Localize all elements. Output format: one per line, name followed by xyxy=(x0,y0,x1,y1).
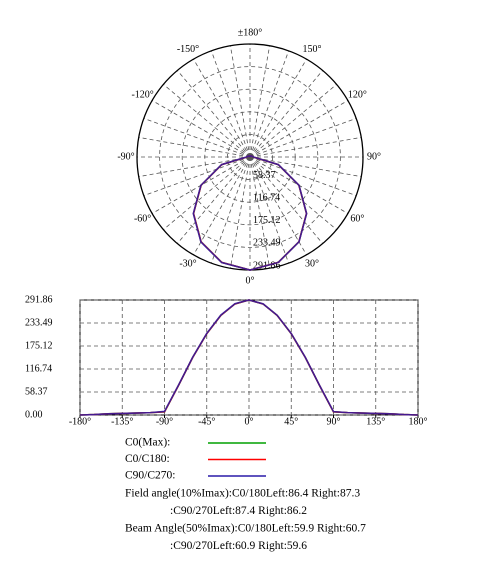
radial-grid-line xyxy=(193,156,251,256)
radial-grid-line xyxy=(210,50,251,158)
radial-grid-line xyxy=(151,100,251,158)
radial-grid-line xyxy=(249,45,271,158)
angle-tick-label: ±180° xyxy=(238,27,263,38)
y-tick-label: 58.37 xyxy=(25,386,48,397)
angle-tick-label: 120° xyxy=(348,89,367,100)
radial-grid-line xyxy=(249,156,271,269)
radial-grid-line xyxy=(163,84,251,158)
x-tick-label: 0° xyxy=(245,416,254,427)
radial-grid-line xyxy=(249,50,290,158)
radial-grid-line xyxy=(177,156,251,244)
angle-tick-label: 30° xyxy=(305,259,319,270)
radial-tick-label: 58.37 xyxy=(253,170,276,181)
x-tick-label: 180° xyxy=(409,416,428,427)
radial-grid-line xyxy=(249,156,337,230)
line-series xyxy=(79,299,419,416)
radial-grid-line xyxy=(249,84,337,158)
legend-label: C90/C270: xyxy=(125,470,175,482)
x-tick-label: 135° xyxy=(366,416,385,427)
angle-tick-label: -30° xyxy=(179,259,196,270)
y-tick-label: 0.00 xyxy=(25,409,43,420)
radial-grid-line xyxy=(210,156,251,264)
legend-label: C0/C180: xyxy=(125,453,170,465)
radial-grid-line xyxy=(143,156,251,197)
radial-grid-line xyxy=(249,156,323,244)
radial-grid-line xyxy=(249,136,362,158)
radial-grid-line xyxy=(249,117,357,158)
y-tick-label: 116.74 xyxy=(25,363,52,374)
radial-grid-line xyxy=(249,156,357,197)
x-tick-label: 90° xyxy=(327,416,341,427)
radial-grid-line xyxy=(249,100,349,158)
ring-grid-line xyxy=(204,111,296,203)
radial-grid-line xyxy=(249,70,323,158)
angle-tick-label: -120° xyxy=(131,89,153,100)
angle-tick-label: -150° xyxy=(177,44,199,55)
x-tick-label: 45° xyxy=(284,416,298,427)
x-tick-label: -135° xyxy=(111,416,133,427)
angle-tick-label: -90° xyxy=(117,151,134,162)
angle-tick-label: 0° xyxy=(246,275,255,286)
x-tick-label: -45° xyxy=(198,416,215,427)
radial-grid-line xyxy=(193,58,251,158)
x-tick-label: -180° xyxy=(69,416,91,427)
ring-grid-line xyxy=(159,66,341,248)
radial-grid-line xyxy=(138,136,251,158)
radial-grid-line xyxy=(143,117,251,158)
radial-grid-line xyxy=(163,156,251,230)
radial-grid-line xyxy=(249,156,362,178)
radial-tick-label: 233.49 xyxy=(253,238,281,249)
ring-grid-line xyxy=(181,88,319,226)
angle-tick-label: 90° xyxy=(367,151,381,162)
radial-tick-label: 116.74 xyxy=(253,192,280,203)
polar-curve xyxy=(192,155,308,271)
radial-grid-line xyxy=(138,156,251,178)
radial-tick-label: 175.12 xyxy=(253,215,281,226)
annotation: Beam Angle(50%Imax):C0/180Left:59.9 Righ… xyxy=(125,523,366,535)
ring-grid-line xyxy=(227,134,273,180)
y-tick-label: 291.86 xyxy=(25,294,53,305)
radial-grid-line xyxy=(177,70,251,158)
legend-label: C0(Max): xyxy=(125,437,170,449)
radial-grid-line xyxy=(249,58,307,158)
radial-grid-line xyxy=(229,45,251,158)
angle-tick-label: -60° xyxy=(134,213,151,224)
annotation: :C90/270Left:60.9 Right:59.6 xyxy=(170,540,307,552)
y-tick-label: 175.12 xyxy=(25,340,53,351)
x-tick-label: -90° xyxy=(156,416,173,427)
radial-grid-line xyxy=(249,156,290,264)
annotation: :C90/270Left:87.4 Right:86.2 xyxy=(170,505,307,517)
y-tick-label: 233.49 xyxy=(25,317,53,328)
annotation: Field angle(10%Imax):C0/180Left:86.4 Rig… xyxy=(125,488,360,500)
angle-tick-label: 60° xyxy=(350,213,364,224)
radial-grid-line xyxy=(229,156,251,269)
radial-grid-line xyxy=(249,156,307,256)
angle-tick-label: 150° xyxy=(303,44,322,55)
